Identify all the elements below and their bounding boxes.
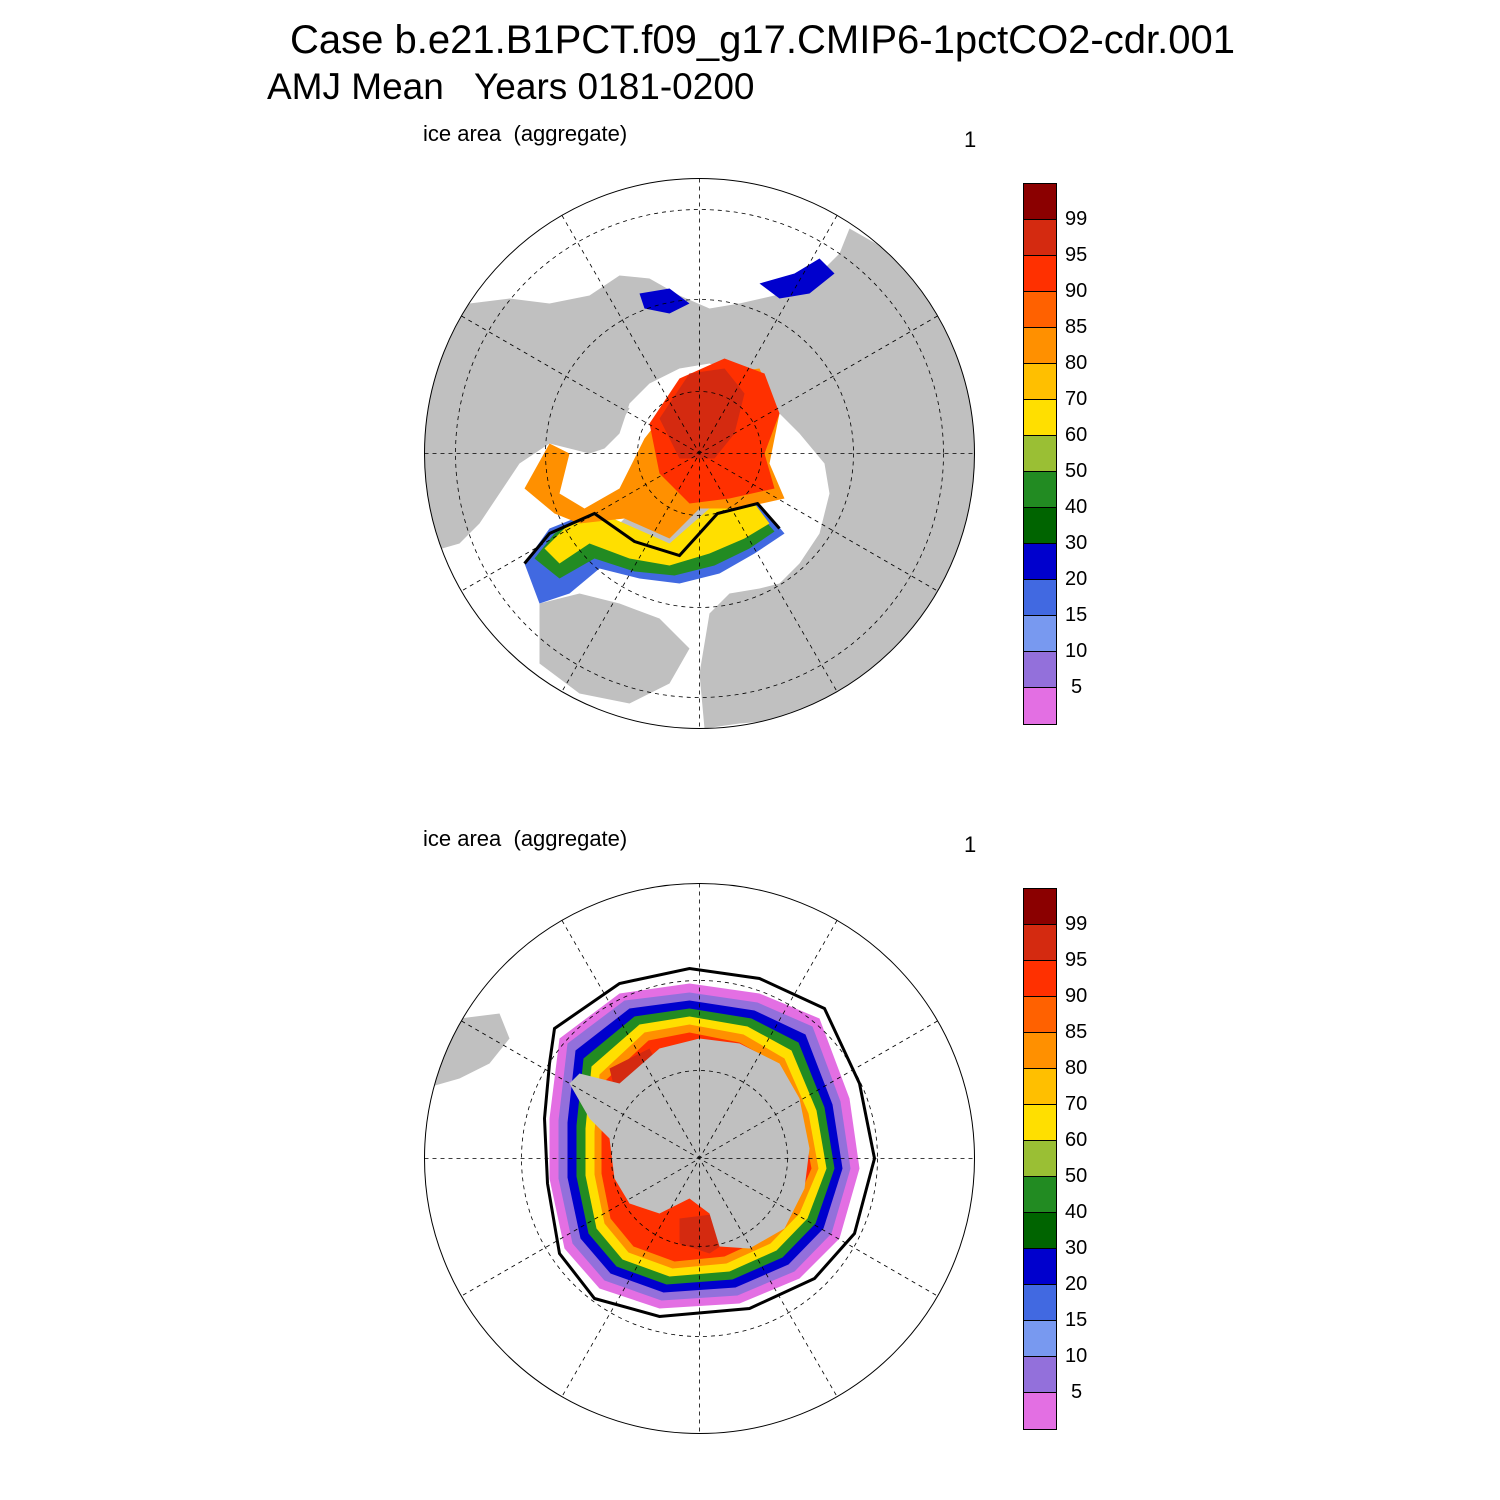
south-ice-extent-contour xyxy=(542,966,877,1319)
north-colorbar-swatch xyxy=(1023,399,1057,437)
north-colorbar-label: 40 xyxy=(1065,496,1088,518)
south-colorbar-label: 85 xyxy=(1065,1021,1088,1043)
north-colorbar-swatch xyxy=(1023,471,1057,509)
north-colorbar-swatch xyxy=(1023,687,1057,725)
north-colorbar-swatch xyxy=(1023,435,1057,473)
south-colorbar-swatch xyxy=(1023,960,1057,998)
north-colorbar-label: 70 xyxy=(1065,388,1088,410)
north-colorbar-swatch xyxy=(1023,327,1057,365)
south-colorbar-swatch xyxy=(1023,924,1057,962)
south-colorbar-swatch xyxy=(1023,1212,1057,1250)
north-colorbar-swatch xyxy=(1023,651,1057,689)
north-colorbar-swatch xyxy=(1023,363,1057,401)
south-colorbar-label: 70 xyxy=(1065,1093,1088,1115)
south-colorbar-swatch xyxy=(1023,1356,1057,1394)
north-colorbar-swatch xyxy=(1023,291,1057,329)
south-colorbar-label: 30 xyxy=(1065,1237,1088,1259)
north-ice-okhotsk xyxy=(639,258,835,314)
south-graticule xyxy=(424,883,975,1434)
south-colorbar-label: 20 xyxy=(1065,1273,1088,1295)
north-colorbar-label: 30 xyxy=(1065,532,1088,554)
north-colorbar-label: 80 xyxy=(1065,352,1088,374)
north-graticule xyxy=(424,178,975,729)
south-colorbar-swatch xyxy=(1023,1068,1057,1106)
south-colorbar-swatch xyxy=(1023,1392,1057,1430)
north-colorbar-swatch xyxy=(1023,543,1057,581)
south-colorbar-swatch xyxy=(1023,996,1057,1034)
north-colorbar-label: 10 xyxy=(1065,640,1088,662)
south-colorbar-label: 50 xyxy=(1065,1165,1088,1187)
south-colorbar-swatch xyxy=(1023,1176,1057,1214)
south-colorbar-swatch xyxy=(1023,1140,1057,1178)
south-colorbar-label: 15 xyxy=(1065,1309,1088,1331)
figure-title-line1: Case b.e21.B1PCT.f09_g17.CMIP6-1pctCO2-c… xyxy=(290,18,1235,62)
figure-title-line2: AMJ Mean Years 0181-0200 xyxy=(267,66,755,107)
south-polar-map xyxy=(424,883,975,1434)
north-land-northeurope xyxy=(539,593,690,704)
north-polar-map xyxy=(424,178,975,729)
south-colorbar-label: 90 xyxy=(1065,985,1088,1007)
south-colorbar-label: 40 xyxy=(1065,1201,1088,1223)
north-colorbar-label: 60 xyxy=(1065,424,1088,446)
north-map-border xyxy=(424,178,975,729)
north-land-eurasia xyxy=(424,228,975,729)
south-panel-label: ice area (aggregate) xyxy=(423,826,628,851)
south-colorbar-swatch xyxy=(1023,888,1057,926)
north-colorbar-label: 90 xyxy=(1065,280,1088,302)
south-colorbar-label: 60 xyxy=(1065,1129,1088,1151)
north-panel-number: 1 xyxy=(964,127,977,152)
north-colorbar-swatch xyxy=(1023,615,1057,653)
north-colorbar-label: 99 xyxy=(1065,208,1088,230)
north-colorbar-label: 95 xyxy=(1065,244,1088,266)
north-colorbar-swatch xyxy=(1023,507,1057,545)
north-colorbar-label: 50 xyxy=(1065,460,1088,482)
south-land-antarctica xyxy=(569,1038,810,1249)
north-panel-label: ice area (aggregate) xyxy=(423,121,628,146)
south-colorbar-label: 99 xyxy=(1065,913,1088,935)
south-map-border xyxy=(424,883,975,1434)
north-ice-core-darkred xyxy=(659,368,745,459)
south-colorbar-swatch xyxy=(1023,1104,1057,1142)
south-colorbar-swatch xyxy=(1023,1032,1057,1070)
north-land-arctic-islands xyxy=(579,343,775,439)
north-ice-extent-contour xyxy=(523,501,781,565)
north-colorbar-swatch xyxy=(1023,219,1057,257)
south-colorbar-label: 10 xyxy=(1065,1345,1088,1367)
north-colorbar-label: 15 xyxy=(1065,604,1088,626)
south-colorbar-swatch xyxy=(1023,1284,1057,1322)
north-colorbar-label: 5 xyxy=(1071,676,1083,698)
south-panel-number: 1 xyxy=(964,832,977,857)
south-colorbar-swatch xyxy=(1023,1320,1057,1358)
south-colorbar-label: 5 xyxy=(1071,1381,1083,1403)
north-colorbar-swatch xyxy=(1023,255,1057,293)
south-colorbar-swatch xyxy=(1023,1248,1057,1286)
north-colorbar-label: 20 xyxy=(1065,568,1088,590)
north-colorbar-swatch xyxy=(1023,579,1057,617)
south-colorbar-label: 95 xyxy=(1065,949,1088,971)
north-colorbar-label: 85 xyxy=(1065,316,1088,338)
south-colorbar-label: 80 xyxy=(1065,1057,1088,1079)
north-colorbar-swatch xyxy=(1023,183,1057,221)
